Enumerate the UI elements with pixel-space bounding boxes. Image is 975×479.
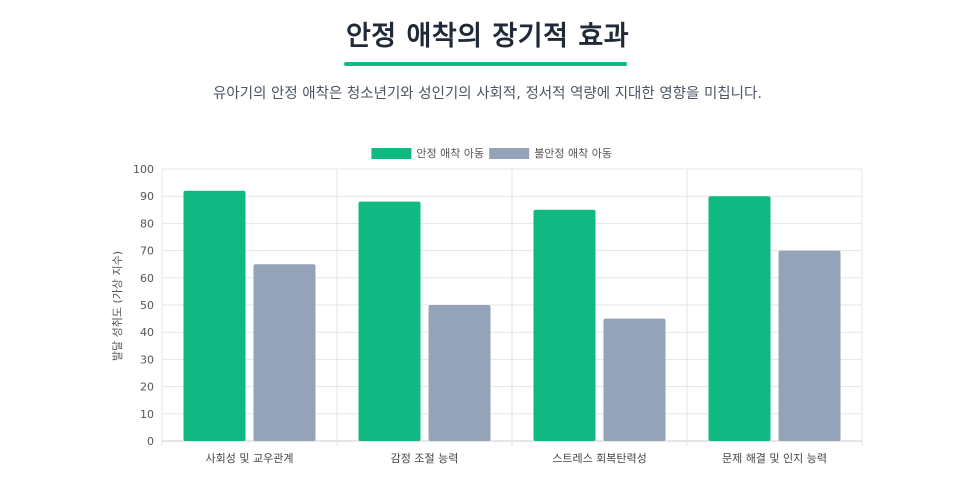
y-tick-label: 50: [140, 299, 154, 312]
x-axis-ticks: 사회성 및 교우관계 감정 조절 능력 스트레스 회복탄력성 문제 해결 및 인지 능…: [206, 451, 828, 465]
y-tick-label: 30: [140, 353, 154, 366]
bar[interactable]: [183, 190, 246, 441]
bar[interactable]: [603, 318, 666, 441]
legend-label[interactable]: 불안정 애착 아동: [534, 147, 612, 160]
bars: [183, 190, 841, 441]
page-title: 안정 애착의 장기적 효과: [345, 21, 630, 52]
y-axis-ticks: 0 10 20 30 40 50 60 70 80 90 100: [133, 163, 154, 448]
y-tick-label: 70: [140, 245, 154, 258]
bar[interactable]: [253, 264, 316, 441]
legend[interactable]: 안정 애착 아동 불안정 애착 아동: [371, 147, 612, 160]
legend-label[interactable]: 안정 애착 아동: [416, 147, 484, 160]
y-tick-label: 90: [140, 190, 154, 203]
bar[interactable]: [358, 201, 421, 441]
bar[interactable]: [708, 196, 771, 441]
y-axis-label: 발달 성취도 (가상 지수): [111, 251, 124, 361]
y-tick-label: 60: [140, 272, 154, 285]
x-tick-label: 감정 조절 능력: [391, 452, 459, 465]
x-tick-label: 사회성 및 교우관계: [206, 452, 294, 465]
y-tick-label: 20: [140, 381, 154, 394]
y-tick-label: 100: [133, 163, 154, 176]
y-tick-label: 10: [140, 408, 154, 421]
bar[interactable]: [533, 209, 596, 441]
page-subtitle: 유아기의 안정 애착은 청소년기와 성인기의 사회적, 정서적 역량에 지대한 …: [213, 86, 762, 102]
title-underline: [344, 62, 627, 66]
x-tick-label: 문제 해결 및 인지 능력: [722, 451, 827, 465]
legend-swatch: [489, 148, 530, 159]
bar[interactable]: [428, 305, 491, 441]
x-tick-label: 스트레스 회복탄력성: [552, 452, 647, 465]
y-tick-label: 80: [140, 217, 154, 230]
y-tick-label: 40: [140, 326, 154, 339]
bar[interactable]: [778, 250, 841, 441]
y-tick-label: 0: [147, 435, 154, 448]
legend-swatch: [371, 148, 412, 159]
